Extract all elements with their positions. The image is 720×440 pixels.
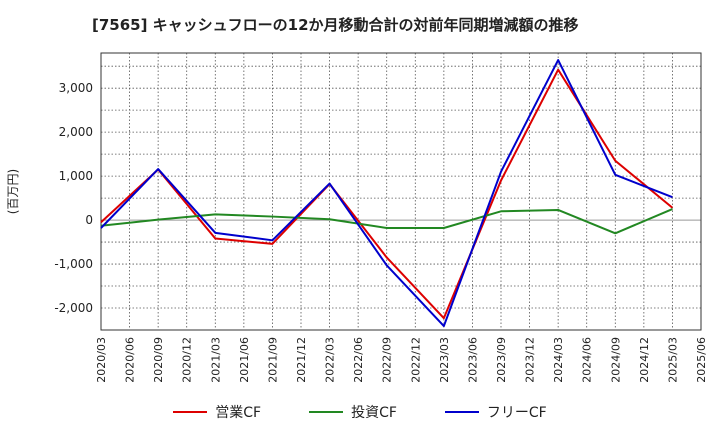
y-tick-label: -2,000 <box>54 301 93 315</box>
y-tick-label: 1,000 <box>59 169 93 183</box>
x-tick-label: 2023/03 <box>438 337 451 383</box>
chart-title: [7565] キャッシュフローの12か月移動合計の対前年同期増減額の推移 <box>92 16 579 34</box>
legend-swatch-operating-cf <box>173 411 208 413</box>
y-tick-label: 3,000 <box>59 81 93 95</box>
x-tick-label: 2022/09 <box>381 337 394 383</box>
x-tick-label: 2020/03 <box>95 337 108 383</box>
legend-label-operating-cf: 営業CF <box>215 405 262 421</box>
legend-item-free-cf: フリーCF <box>444 402 547 422</box>
x-tick-label: 2023/06 <box>466 337 479 383</box>
x-tick-label: 2022/06 <box>352 337 365 383</box>
x-tick-label: 2022/12 <box>409 337 422 383</box>
legend: 営業CF 投資CF フリーCF <box>0 402 720 422</box>
x-tick-label: 2024/06 <box>581 337 594 383</box>
x-tick-label: 2020/06 <box>124 337 137 383</box>
x-tick-label: 2024/03 <box>552 337 565 383</box>
y-axis-label: (百万円) <box>6 169 20 214</box>
legend-item-operating-cf: 営業CF <box>173 402 261 422</box>
y-tick-label: -1,000 <box>54 257 93 271</box>
legend-label-investing-cf: 投資CF <box>351 405 397 421</box>
legend-label-free-cf: フリーCF <box>486 405 547 421</box>
legend-swatch-investing-cf <box>309 411 344 413</box>
series-line-free-cf <box>100 59 673 328</box>
x-tick-label: 2024/09 <box>609 337 622 383</box>
x-tick-label: 2025/06 <box>695 337 708 383</box>
plot-area <box>101 53 701 330</box>
legend-swatch-free-cf <box>444 411 479 413</box>
x-tick-label: 2024/12 <box>638 337 651 383</box>
x-tick-label: 2020/12 <box>181 337 194 383</box>
legend-item-investing-cf: 投資CF <box>309 402 397 422</box>
x-tick-label: 2023/09 <box>495 337 508 383</box>
y-tick-label: 2,000 <box>59 125 93 139</box>
x-tick-label: 2023/12 <box>524 337 537 383</box>
plot-frame <box>100 52 702 331</box>
x-tick-label: 2025/03 <box>666 337 679 383</box>
series-line-investing-cf <box>100 208 673 235</box>
y-tick-label: 0 <box>85 213 93 227</box>
x-tick-label: 2020/09 <box>152 337 165 383</box>
x-tick-label: 2021/03 <box>209 337 222 383</box>
x-tick-label: 2021/12 <box>295 337 308 383</box>
x-tick-label: 2021/09 <box>266 337 279 383</box>
x-tick-label: 2022/03 <box>324 337 337 383</box>
x-tick-label: 2021/06 <box>238 337 251 383</box>
